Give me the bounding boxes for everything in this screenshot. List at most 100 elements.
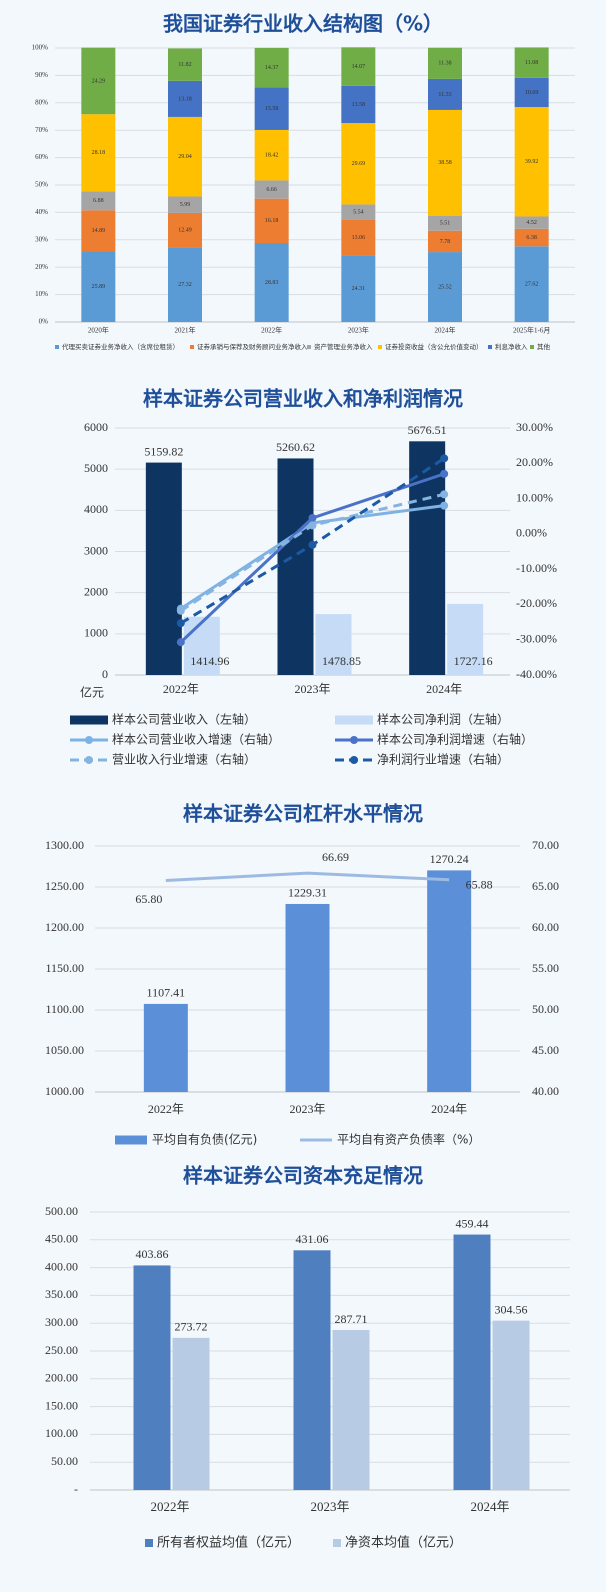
bar (341, 255, 376, 322)
data-label: 27.32 (178, 282, 192, 288)
y-tick-label: 1300.00 (45, 838, 84, 852)
y-tick-label: 1000.00 (45, 1084, 84, 1098)
y-tick-label: 1250.00 (45, 879, 84, 893)
legend-label: 资产管理业务净收入 (314, 342, 373, 351)
legend-label: 营业收入行业增速（右轴） (112, 752, 256, 767)
x-tick-label: 2023年 (310, 1499, 349, 1514)
bar (293, 1250, 331, 1490)
bar (341, 204, 376, 220)
y-tick-label: 80% (35, 98, 48, 106)
y-tick-label: 0 (102, 667, 108, 681)
data-label: 14.37 (265, 65, 279, 71)
y-tick-label: 200.00 (45, 1371, 78, 1385)
bar (81, 114, 116, 192)
bar (254, 243, 289, 322)
y-tick-label: 100.00 (45, 1426, 78, 1440)
data-label: 1727.16 (454, 654, 493, 668)
bar (277, 458, 314, 675)
y-tick-label: 60% (35, 153, 48, 161)
data-label: 28.18 (92, 150, 106, 156)
chart-title: 样本证券公司营业收入和净利润情况 (143, 387, 463, 411)
data-label: 1270.24 (430, 852, 469, 866)
legend-label: 净利润行业增速（右轴） (377, 752, 509, 767)
legend-swatch (115, 1135, 147, 1145)
bar (428, 215, 462, 231)
legend-swatch (70, 715, 108, 725)
marker (176, 619, 185, 628)
legend-swatch (335, 715, 373, 725)
y-tick-label: 450.00 (45, 1232, 78, 1246)
bar (254, 87, 289, 130)
bar (183, 616, 220, 675)
data-label: 13.18 (178, 96, 192, 102)
y-tick-label: 250.00 (45, 1343, 78, 1357)
data-label: 18.42 (265, 153, 279, 159)
bar (341, 123, 376, 205)
bar (447, 603, 484, 675)
x-tick-label: 2022年 (148, 1102, 184, 1116)
data-label: 11.33 (438, 92, 451, 98)
chart-title: 我国证券行业收入结构图（%） (163, 12, 443, 36)
bar (133, 1265, 171, 1490)
data-label: 1414.96 (190, 654, 229, 668)
chart-title: 样本证券公司杠杆水平情况 (183, 802, 423, 826)
marker (440, 469, 449, 478)
data-label: 403.86 (136, 1247, 169, 1261)
legend-swatch (378, 345, 382, 349)
y-tick-label: 20% (35, 263, 48, 271)
legend-label: 样本公司营业收入（左轴） (112, 712, 256, 727)
y-tick-label: 5000 (84, 461, 108, 475)
bar (341, 219, 376, 256)
data-label: 25.89 (92, 284, 106, 290)
data-label: 29.69 (352, 161, 366, 167)
data-label: 5676.51 (408, 423, 447, 437)
y2-tick-label: 60.00 (532, 920, 559, 934)
x-tick-label: 2025年1-6月 (513, 326, 550, 335)
y2-tick-label: 20.00% (516, 455, 553, 469)
bar (254, 198, 289, 244)
bar (514, 47, 549, 78)
data-label: 65.88 (466, 878, 493, 892)
data-label: 38.58 (438, 160, 452, 166)
legend-swatch (55, 345, 59, 349)
x-tick-label: 2024年 (470, 1499, 509, 1514)
data-label: 287.71 (335, 1312, 368, 1326)
data-label: 25.52 (438, 284, 452, 290)
bar (81, 47, 116, 115)
bar (514, 246, 549, 322)
y-tick-label: 1200.00 (45, 920, 84, 934)
y-tick-label: 100% (32, 44, 49, 52)
bar (254, 180, 289, 199)
legend-swatch (190, 345, 194, 349)
legend-swatch (333, 1539, 341, 1547)
data-label: 24.31 (352, 286, 366, 292)
y-tick-label: 90% (35, 71, 48, 79)
bar (428, 47, 462, 79)
data-label: 11.08 (525, 60, 538, 66)
data-label: 14.07 (352, 64, 366, 70)
line (165, 871, 450, 882)
bar (145, 462, 182, 675)
y-tick-label: 50% (35, 181, 48, 189)
y2-tick-label: 30.00% (516, 420, 553, 434)
data-label: 5260.62 (276, 440, 315, 454)
marker (176, 606, 185, 615)
y2-tick-label: 10.00% (516, 490, 553, 504)
legend-label: 样本公司净利润（左轴） (377, 712, 509, 727)
bar (172, 1337, 210, 1490)
y-tick-label: 300.00 (45, 1315, 78, 1329)
marker (176, 638, 185, 647)
y-tick-label: 4000 (84, 502, 108, 516)
legend-label: 平均自有负债(亿元) (152, 1132, 257, 1147)
bar (341, 85, 376, 124)
data-label: 13.58 (352, 102, 366, 108)
bar (428, 78, 462, 110)
legend-label: 样本公司净利润增速（右轴） (377, 732, 533, 747)
data-label: 1229.31 (288, 886, 327, 900)
marker (308, 540, 317, 549)
x-tick-label: 2024年 (431, 1102, 467, 1116)
y-tick-label: 1150.00 (45, 961, 84, 975)
y2-tick-label: -30.00% (516, 631, 557, 645)
y2-tick-label: 65.00 (532, 879, 559, 893)
y-tick-label: 70% (35, 126, 48, 134)
